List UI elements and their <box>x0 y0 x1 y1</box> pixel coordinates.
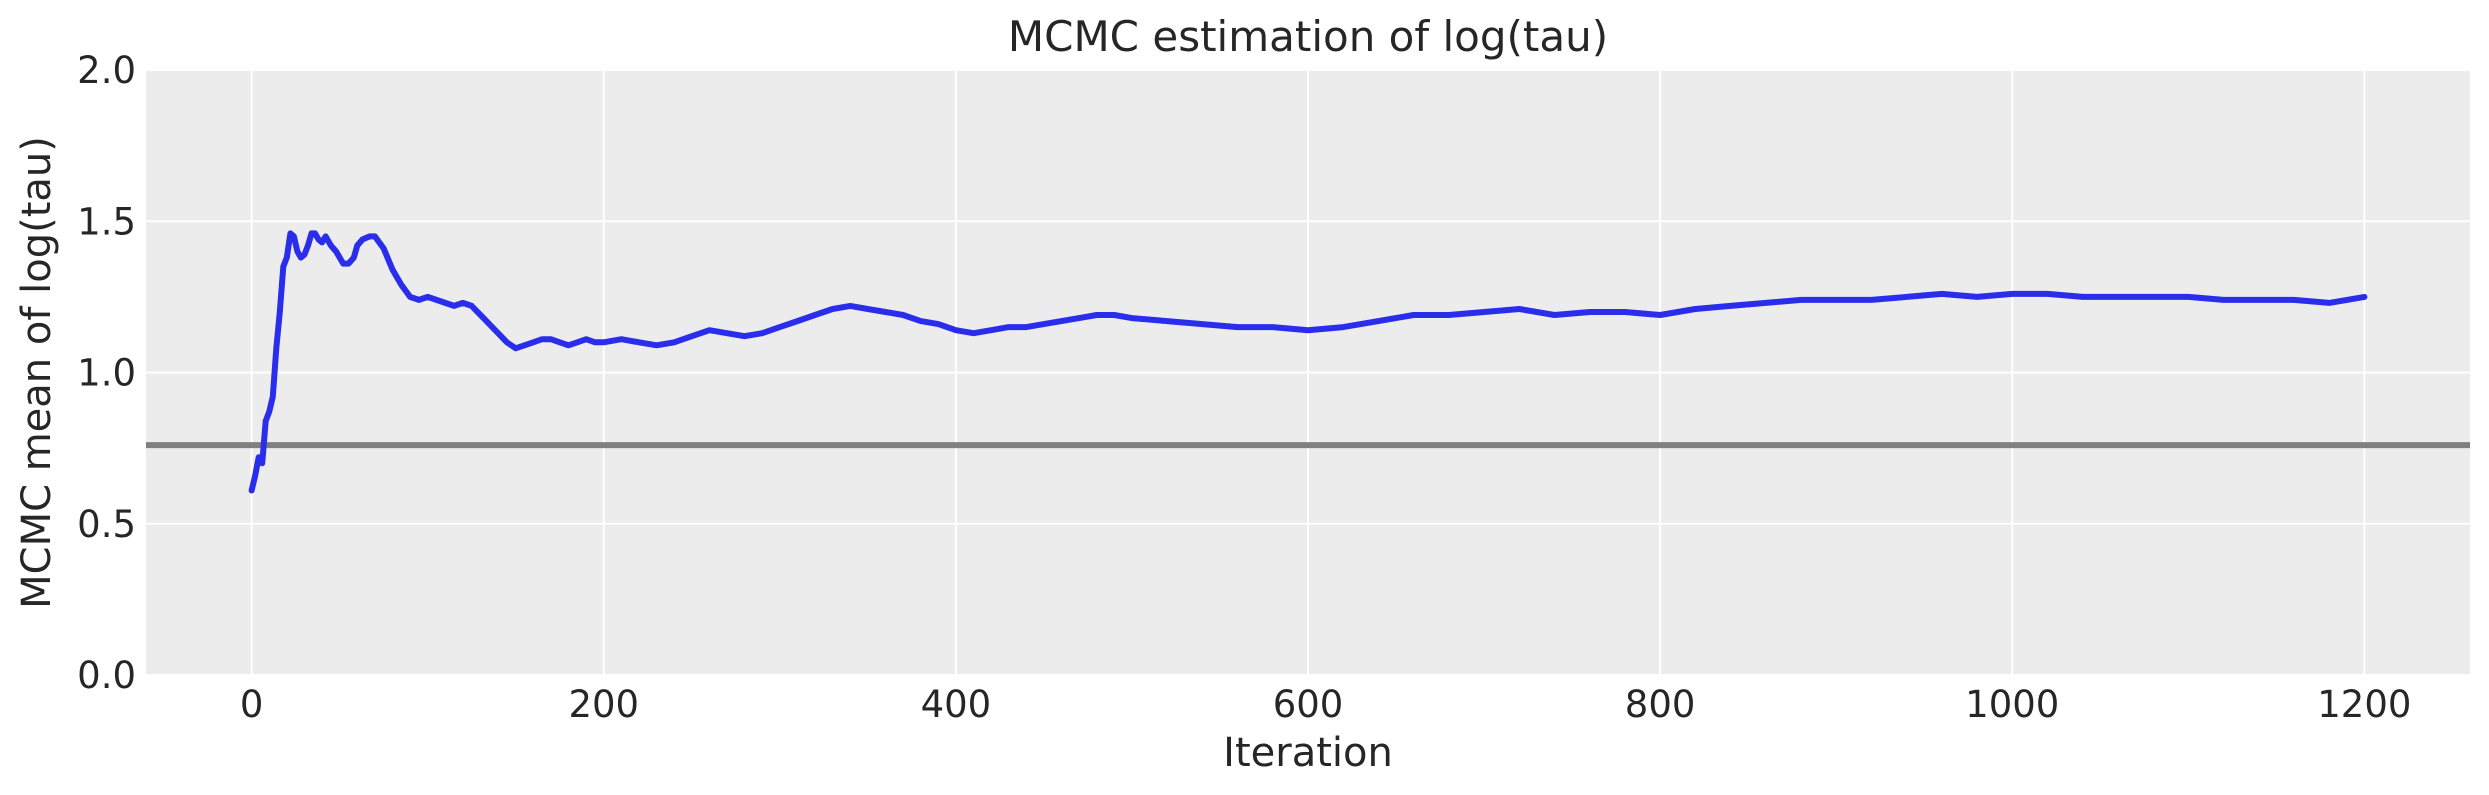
x-tick-label: 200 <box>568 683 639 726</box>
y-tick-label: 1.0 <box>77 352 136 395</box>
y-tick-label: 1.5 <box>77 200 136 243</box>
y-tick-label: 0.0 <box>77 654 136 697</box>
x-axis-label: Iteration <box>1223 730 1393 776</box>
x-tick-label: 600 <box>1273 683 1344 726</box>
x-axis-ticks: 0 200 400 600 800 1000 1200 <box>240 683 2412 726</box>
x-tick-label: 400 <box>921 683 992 726</box>
chart-title: MCMC estimation of log(tau) <box>1008 12 1608 61</box>
series-line <box>248 230 2368 494</box>
y-axis-label: MCMC mean of log(tau) <box>14 136 60 609</box>
grid <box>146 69 2470 676</box>
y-axis-ticks: 0.0 0.5 1.0 1.5 2.0 <box>77 49 136 697</box>
y-tick-label: 2.0 <box>77 49 136 92</box>
x-tick-label: 0 <box>240 683 264 726</box>
series-layer <box>248 230 2368 494</box>
x-tick-label: 1200 <box>2317 683 2411 726</box>
x-tick-label: 800 <box>1625 683 1696 726</box>
y-tick-label: 0.5 <box>77 503 136 546</box>
x-tick-label: 1000 <box>1965 683 2059 726</box>
